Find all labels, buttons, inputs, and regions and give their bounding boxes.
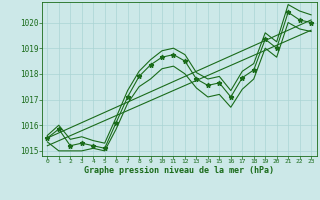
X-axis label: Graphe pression niveau de la mer (hPa): Graphe pression niveau de la mer (hPa) bbox=[84, 166, 274, 175]
